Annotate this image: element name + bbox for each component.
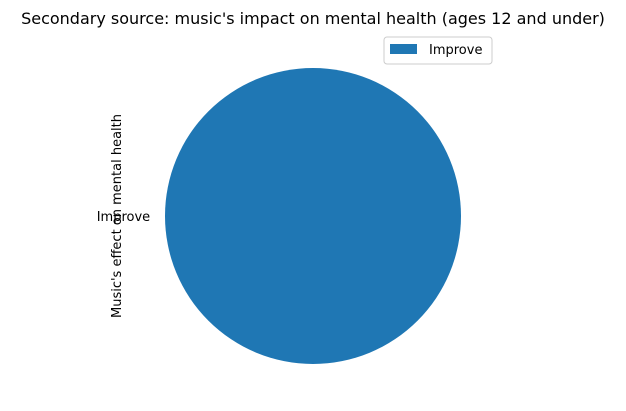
pie-slice-label: Improve: [97, 210, 150, 225]
legend-label: Improve: [429, 43, 482, 58]
y-axis-label: Music's effect on mental health: [110, 114, 125, 318]
legend-swatch: [390, 44, 417, 54]
pie-slices: [165, 68, 461, 364]
chart-title: Secondary source: music's impact on ment…: [21, 9, 605, 28]
pie-slice-improve: [165, 68, 461, 364]
pie-slice-labels: Improve: [97, 210, 150, 225]
legend-frame: [383, 36, 493, 65]
legend: Improve: [383, 36, 493, 65]
